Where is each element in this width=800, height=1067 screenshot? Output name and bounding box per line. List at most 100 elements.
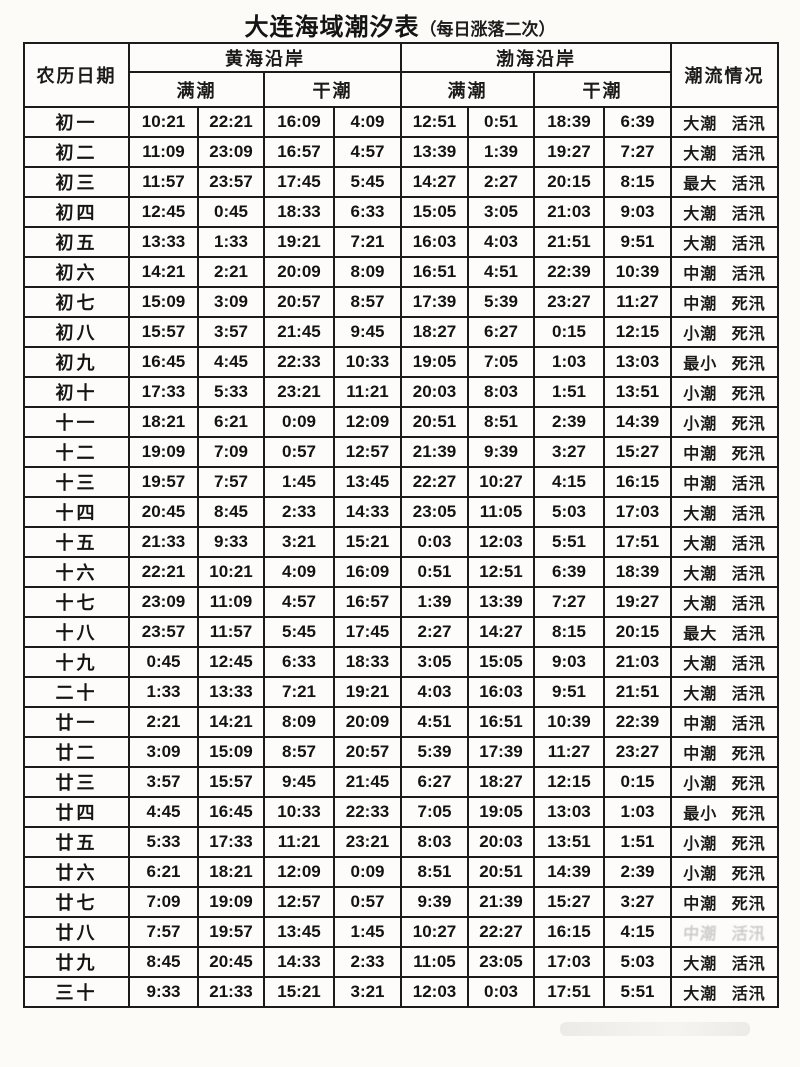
tide-current-cell: 大潮 活汛: [670, 106, 779, 138]
tide-time-cell-yellow-low-2: 13:45: [333, 466, 402, 498]
tide-time-cell-bohai-low-1: 17:51: [533, 976, 605, 1008]
tide-time-cell-yellow-low-1: 12:57: [263, 886, 335, 918]
tide-time-cell-yellow-low-2: 8:09: [333, 256, 402, 288]
tide-time-cell-bohai-low-1: 17:03: [533, 946, 605, 978]
tide-time-cell-yellow-low-2: 5:45: [333, 166, 402, 198]
table-row: 十七 23:09 11:09 4:57 16:57 1:39 13:39 7:27 19:27 大…: [23, 586, 779, 618]
tide-time-cell-yellow-low-2: 19:21: [333, 676, 402, 708]
tide-time-cell-bohai-high-1: 18:27: [400, 316, 469, 348]
table-row: 十八 23:57 11:57 5:45 17:45 2:27 14:27 8:15 20:15 最…: [23, 616, 779, 648]
tide-time-cell-bohai-low-2: 15:27: [603, 436, 672, 468]
tide-time-cell-bohai-low-2: 3:27: [603, 886, 672, 918]
tide-time-cell-yellow-high-1: 17:33: [128, 376, 199, 408]
tide-time-cell-bohai-low-2: 14:39: [603, 406, 672, 438]
table-row: 廿七 7:09 19:09 12:57 0:57 9:39 21:39 15:27 3:27 中潮…: [23, 886, 779, 918]
tide-time-cell-bohai-low-1: 18:39: [533, 106, 605, 138]
tide-time-cell-yellow-low-2: 11:21: [333, 376, 402, 408]
tide-time-cell-yellow-high-1: 22:21: [128, 556, 199, 588]
tide-time-cell-bohai-low-1: 9:51: [533, 676, 605, 708]
lunar-date-cell: 十四: [23, 496, 130, 528]
tide-time-cell-bohai-low-1: 3:27: [533, 436, 605, 468]
tide-time-cell-bohai-high-2: 16:51: [467, 706, 535, 738]
tide-current-cell: 最小 死汛: [670, 346, 779, 378]
tide-time-cell-bohai-high-2: 0:03: [467, 976, 535, 1008]
tide-time-cell-bohai-low-2: 13:03: [603, 346, 672, 378]
table-row: 廿四 4:45 16:45 10:33 22:33 7:05 19:05 13:03 1:03 最…: [23, 796, 779, 828]
tide-time-cell-yellow-low-2: 16:57: [333, 586, 402, 618]
tide-time-cell-yellow-high-1: 19:09: [128, 436, 199, 468]
tide-time-cell-bohai-low-2: 13:51: [603, 376, 672, 408]
tide-time-cell-bohai-low-2: 0:15: [603, 766, 672, 798]
tide-time-cell-yellow-high-2: 6:21: [197, 406, 265, 438]
tide-time-cell-bohai-high-1: 16:03: [400, 226, 469, 258]
tide-time-cell-bohai-high-2: 12:51: [467, 556, 535, 588]
tide-time-cell-yellow-high-1: 7:57: [128, 916, 199, 948]
tide-time-cell-yellow-high-1: 5:33: [128, 826, 199, 858]
tide-time-cell-yellow-low-2: 7:21: [333, 226, 402, 258]
tide-time-cell-yellow-low-1: 11:21: [263, 826, 335, 858]
tide-time-cell-yellow-high-2: 3:57: [197, 316, 265, 348]
tide-time-cell-bohai-high-1: 3:05: [400, 646, 469, 678]
tide-time-cell-yellow-high-2: 4:45: [197, 346, 265, 378]
tide-time-cell-bohai-high-1: 1:39: [400, 586, 469, 618]
tide-time-cell-yellow-low-2: 14:33: [333, 496, 402, 528]
tide-time-cell-yellow-low-1: 21:45: [263, 316, 335, 348]
tide-time-cell-yellow-high-1: 0:45: [128, 646, 199, 678]
tide-time-cell-bohai-low-1: 1:51: [533, 376, 605, 408]
tide-time-cell-yellow-low-1: 4:09: [263, 556, 335, 588]
tide-time-cell-yellow-low-2: 0:57: [333, 886, 402, 918]
tide-current-cell: 中潮 死汛: [670, 286, 779, 318]
tide-current-cell: 最大 活汛: [670, 166, 779, 198]
tide-time-cell-bohai-high-2: 19:05: [467, 796, 535, 828]
tide-time-cell-yellow-high-2: 16:45: [197, 796, 265, 828]
tide-time-cell-yellow-low-1: 0:09: [263, 406, 335, 438]
tide-current-cell: 大潮 活汛: [670, 586, 779, 618]
tide-time-cell-yellow-low-1: 10:33: [263, 796, 335, 828]
tide-time-cell-bohai-high-2: 8:03: [467, 376, 535, 408]
tide-time-cell-bohai-high-2: 3:05: [467, 196, 535, 228]
tide-time-cell-bohai-high-1: 20:51: [400, 406, 469, 438]
tide-time-cell-yellow-low-2: 9:45: [333, 316, 402, 348]
tide-time-cell-bohai-high-2: 15:05: [467, 646, 535, 678]
table-row: 初五 13:33 1:33 19:21 7:21 16:03 4:03 21:51 9:51 大潮…: [23, 226, 779, 258]
table-row: 廿二 3:09 15:09 8:57 20:57 5:39 17:39 11:27 23:27 中…: [23, 736, 779, 768]
lunar-date-cell: 廿六: [23, 856, 130, 888]
tide-time-cell-yellow-low-1: 17:45: [263, 166, 335, 198]
tide-current-cell: 小潮 死汛: [670, 316, 779, 348]
lunar-date-cell: 十二: [23, 436, 130, 468]
tide-time-cell-bohai-low-2: 8:15: [603, 166, 672, 198]
tide-time-cell-bohai-high-1: 8:03: [400, 826, 469, 858]
tide-time-cell-yellow-high-1: 23:09: [128, 586, 199, 618]
tide-time-cell-yellow-high-1: 14:21: [128, 256, 199, 288]
tide-time-cell-yellow-high-2: 20:45: [197, 946, 265, 978]
tide-table-body: 初一 10:21 22:21 16:09 4:09 12:51 0:51 18:39 6:39 大…: [23, 106, 780, 1008]
tide-time-cell-bohai-high-1: 16:51: [400, 256, 469, 288]
tide-time-cell-yellow-high-2: 21:33: [197, 976, 265, 1008]
tide-time-cell-bohai-low-1: 0:15: [533, 316, 605, 348]
lunar-date-cell: 十七: [23, 586, 130, 618]
tide-time-cell-yellow-high-1: 8:45: [128, 946, 199, 978]
tide-time-cell-bohai-low-1: 8:15: [533, 616, 605, 648]
tide-time-cell-bohai-high-2: 0:51: [467, 106, 535, 138]
table-row: 二十 1:33 13:33 7:21 19:21 4:03 16:03 9:51 21:51 大潮…: [23, 676, 779, 708]
lunar-date-cell: 初三: [23, 166, 130, 198]
tide-time-cell-bohai-low-1: 5:51: [533, 526, 605, 558]
tide-time-cell-bohai-low-2: 9:03: [603, 196, 672, 228]
tide-time-cell-bohai-high-1: 8:51: [400, 856, 469, 888]
tide-time-cell-yellow-high-1: 2:21: [128, 706, 199, 738]
page-title-note: （每日涨落二次）: [419, 20, 556, 39]
header-yellow-high-tide: 满潮: [128, 71, 265, 108]
tide-time-cell-yellow-high-2: 10:21: [197, 556, 265, 588]
tide-current-cell: 中潮 活汛: [670, 706, 779, 738]
tide-time-cell-bohai-high-2: 4:03: [467, 226, 535, 258]
lunar-date-cell: 廿一: [23, 706, 130, 738]
tide-time-cell-bohai-low-1: 11:27: [533, 736, 605, 768]
tide-time-cell-yellow-low-2: 10:33: [333, 346, 402, 378]
table-row: 十六 22:21 10:21 4:09 16:09 0:51 12:51 6:39 18:39 大…: [23, 556, 779, 588]
tide-time-cell-yellow-high-2: 14:21: [197, 706, 265, 738]
table-row: 初二 11:09 23:09 16:57 4:57 13:39 1:39 19:27 7:27 大…: [23, 136, 779, 168]
lunar-date-cell: 初二: [23, 136, 130, 168]
tide-time-cell-bohai-high-1: 0:51: [400, 556, 469, 588]
tide-time-cell-bohai-high-2: 2:27: [467, 166, 535, 198]
